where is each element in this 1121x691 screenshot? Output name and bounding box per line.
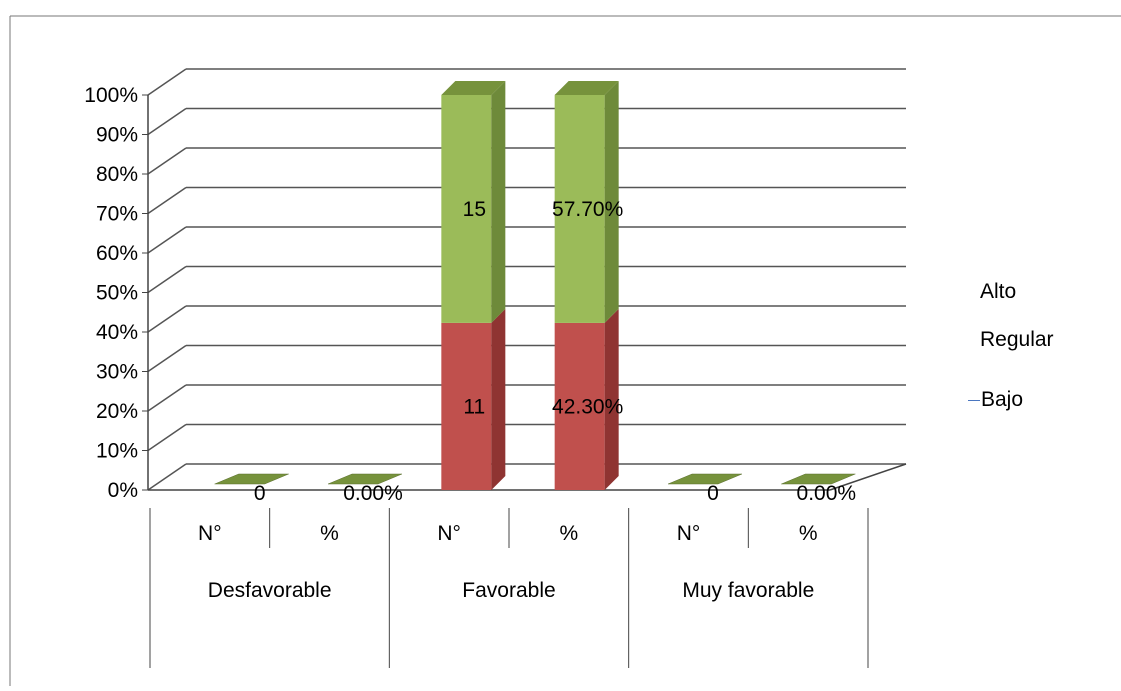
bar-zero-marker — [781, 473, 856, 485]
data-label: 0 — [254, 482, 266, 505]
y-tick-label: 10% — [96, 440, 138, 463]
bar-side-alto — [491, 81, 506, 323]
gridline-side — [147, 305, 187, 333]
y-tick-label: 90% — [96, 124, 138, 147]
y-tick-label: 0% — [108, 479, 138, 502]
gridline-side — [147, 344, 187, 373]
bar-top-alto — [554, 81, 619, 95]
data-label: 42.30% — [552, 395, 623, 418]
bar-zero-marker — [667, 473, 743, 485]
legend-item-bajo: Bajo — [968, 388, 1023, 412]
y-tick-label: 80% — [96, 163, 138, 186]
bar-side-bajo — [604, 308, 619, 490]
bar-top-alto — [441, 81, 506, 95]
gridline-side — [147, 147, 187, 175]
legend-label-regular: Regular — [980, 328, 1054, 351]
bar-segment-alto — [554, 95, 605, 323]
y-tick-label: 50% — [96, 282, 138, 305]
legend-item-alto: Alto — [980, 280, 1016, 304]
gridline-side — [147, 226, 187, 254]
y-tick-label: 20% — [96, 400, 138, 423]
x-tick-label: N° — [677, 522, 701, 545]
x-tick-label: % — [320, 522, 339, 545]
y-tick-label: 30% — [96, 361, 138, 384]
gridline-side — [147, 384, 187, 412]
data-label: 0.00% — [797, 482, 857, 505]
x-group-label: Favorable — [462, 579, 555, 602]
x-group-label: Muy favorable — [682, 579, 814, 602]
bar-zero-marker — [214, 473, 289, 485]
bar-segment-bajo — [554, 322, 605, 490]
legend-line-marker — [968, 399, 980, 401]
data-label: 15 — [463, 198, 486, 221]
legend-label-alto: Alto — [980, 280, 1017, 303]
gridline-side — [147, 186, 187, 215]
gridline-side — [147, 107, 187, 136]
bar-side-alto — [604, 81, 619, 323]
x-tick-label: N° — [437, 522, 461, 545]
bar-zero-marker — [327, 473, 403, 485]
floor-right-edge — [829, 463, 907, 491]
gridline-side — [147, 68, 187, 96]
bar-segment-alto — [441, 95, 492, 323]
x-tick-label: N° — [198, 522, 222, 545]
x-group-label: Desfavorable — [208, 579, 332, 602]
y-tick-label: 40% — [96, 321, 138, 344]
gridline-side — [147, 265, 187, 294]
data-label: 57.70% — [552, 198, 623, 221]
y-tick-label: 100% — [84, 84, 138, 107]
x-tick-label: % — [799, 522, 818, 545]
legend-label-bajo: Bajo — [981, 388, 1024, 411]
data-label: 11 — [463, 395, 485, 418]
y-tick-label: 70% — [96, 203, 138, 226]
bar-side-bajo — [491, 308, 506, 490]
data-label: 0 — [707, 482, 719, 505]
data-label: 0.00% — [343, 482, 403, 505]
y-tick-label: 60% — [96, 242, 138, 265]
gridline-side — [147, 423, 187, 452]
gridline-side — [147, 463, 187, 491]
legend-item-regular: Regular — [980, 328, 1054, 352]
bar-segment-bajo — [441, 322, 492, 490]
x-tick-label: % — [559, 522, 578, 545]
